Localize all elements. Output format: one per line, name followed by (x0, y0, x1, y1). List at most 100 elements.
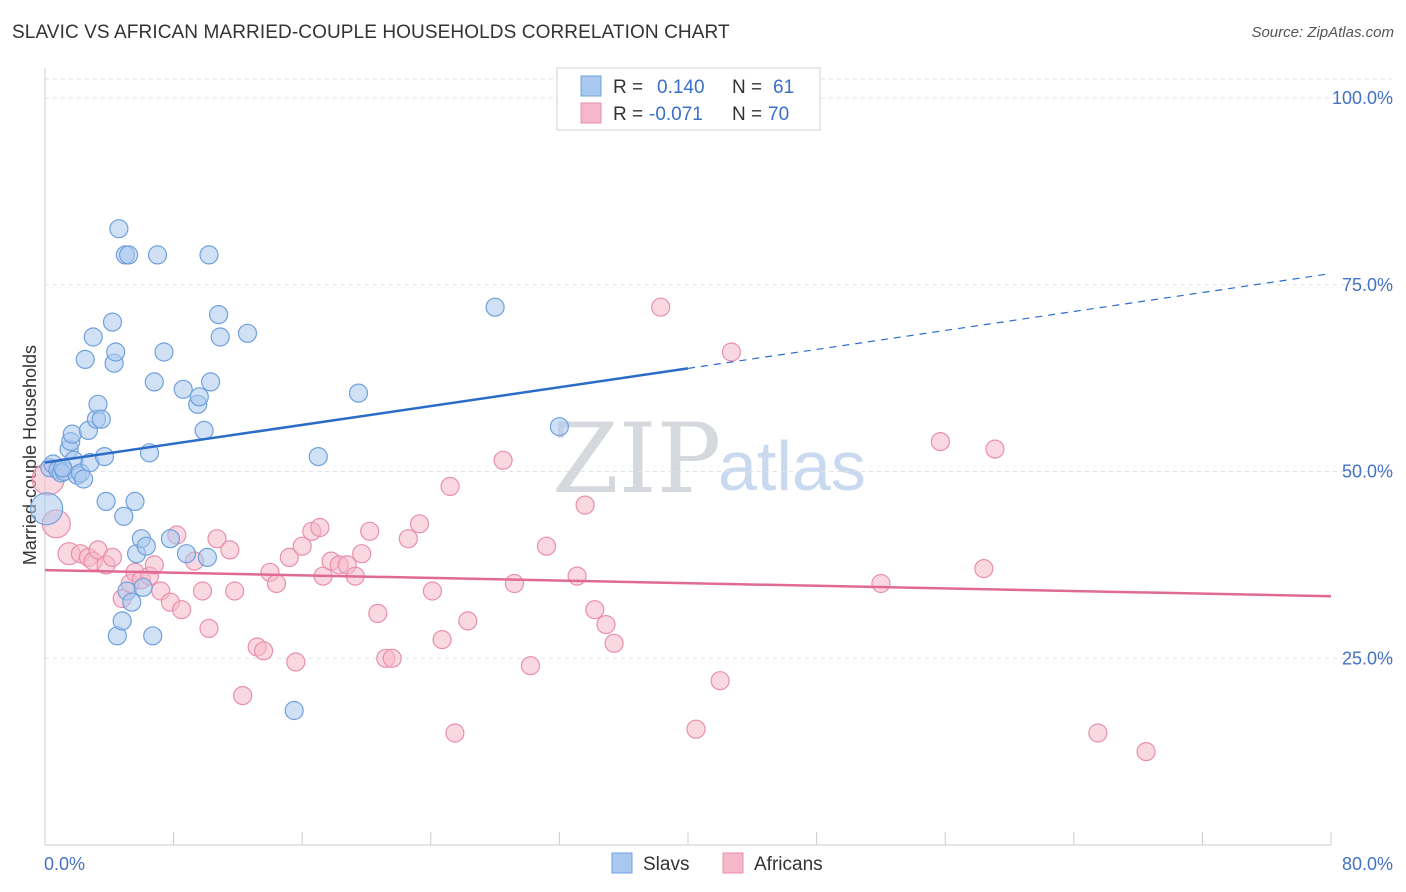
slavs-point (176, 544, 197, 564)
africans-point (102, 547, 123, 568)
legend-africans-n-label: N = (732, 104, 762, 125)
legend-africans-n-value: 70 (768, 104, 789, 125)
slavs-point (96, 491, 116, 511)
legend-africans-swatch (580, 102, 602, 124)
africans-point (871, 573, 891, 594)
slavs-point (94, 447, 115, 467)
africans-point (286, 652, 306, 672)
slavs-point (154, 342, 174, 362)
africans-point (422, 581, 442, 601)
africans-point (721, 342, 742, 362)
africans-point (233, 685, 253, 706)
africans-point (651, 297, 671, 317)
africans-point (458, 611, 478, 631)
y-tick-label: 25.0% (1342, 648, 1393, 668)
africans-point (254, 641, 274, 661)
slavs-point (91, 409, 111, 429)
x-ticks (44, 832, 1332, 845)
africans-point (504, 573, 525, 594)
africans-point (585, 600, 605, 620)
legend-slavs-r-label: R = (613, 77, 643, 98)
legend-africans-r-label: R = (613, 104, 643, 125)
bottom-legend: Slavs Africans (611, 852, 823, 875)
africans-point (368, 603, 388, 624)
slavs-point (125, 491, 145, 511)
slavs-point (147, 245, 168, 265)
africans-point (225, 581, 245, 601)
slavs-point (194, 420, 214, 440)
slavs-point (210, 327, 230, 347)
y-tick-label: 75.0% (1342, 275, 1393, 295)
africans-point (360, 521, 380, 541)
slavs-point (348, 383, 369, 403)
slavs-point (201, 372, 221, 392)
slavs-point (485, 297, 505, 317)
slavs-point (102, 312, 123, 332)
legend-slavs-n-label: N = (732, 77, 762, 98)
africans-point (493, 450, 513, 470)
slavs-point (119, 245, 139, 265)
slavs-point (549, 417, 570, 437)
slavs-series (29, 219, 570, 721)
y-axis-title: Married-couple Households (20, 345, 40, 565)
slavs-point (160, 529, 180, 549)
africans-point (172, 600, 192, 620)
africans-point (440, 476, 460, 496)
africans-point (432, 629, 452, 650)
slavs-point (83, 327, 103, 347)
bottom-legend-africans-swatch (722, 852, 744, 874)
africans-point (398, 529, 418, 549)
africans-point (1088, 723, 1108, 743)
africans-point (144, 555, 164, 575)
africans-point (292, 536, 312, 556)
africans-point (536, 536, 557, 556)
africans-point (192, 581, 213, 601)
slavs-point (112, 611, 132, 631)
slavs-point (122, 592, 142, 612)
slavs-point (284, 700, 304, 721)
trend-lines (44, 272, 1332, 598)
slavs-point (29, 492, 64, 526)
watermark-atlas: atlas (718, 427, 866, 505)
africans-point (596, 614, 616, 635)
slavs-point (143, 626, 163, 646)
slavs-point (133, 577, 153, 597)
africans-point (445, 723, 465, 743)
africans-point (974, 558, 994, 579)
africans-point (352, 544, 372, 564)
africans-point (279, 547, 299, 568)
slavs-point (209, 305, 229, 325)
x-tick-label-min: 0.0% (44, 854, 85, 874)
y-tick-labels: 25.0% 50.0% 75.0% 100.0% (1332, 88, 1393, 668)
africans-point (985, 439, 1005, 459)
slavs-point (75, 349, 95, 369)
africans-point (220, 540, 240, 560)
africans-point (604, 633, 624, 653)
africans-point (567, 566, 587, 586)
watermark-zip: ZIP (552, 403, 721, 515)
africans-point (1136, 741, 1156, 762)
bottom-legend-africans-label: Africans (754, 854, 823, 875)
slavs-point (197, 547, 217, 568)
africans-point (382, 648, 402, 668)
slavs-point (73, 469, 94, 489)
gridlines (45, 78, 1392, 659)
top-legend: R = 0.140 N = 61 R = -0.071 N = 70 (556, 67, 821, 131)
watermark: ZIP atlas (552, 403, 866, 515)
africans-point (930, 432, 951, 452)
chart-title: SLAVIC VS AFRICAN MARRIED-COUPLE HOUSEHO… (12, 22, 730, 43)
africans-point (266, 573, 287, 594)
slavs-point (106, 342, 126, 362)
slavs-point (136, 536, 156, 556)
slavs-trend-line (44, 367, 689, 464)
legend-africans-r-value: -0.071 (649, 104, 703, 125)
africans-point (199, 618, 219, 639)
legend-slavs-swatch (580, 75, 602, 97)
slavs-point (237, 323, 258, 343)
africans-point (575, 495, 595, 515)
slavs-point (308, 447, 328, 467)
x-tick-label-max: 80.0% (1342, 854, 1393, 874)
slavs-point (189, 387, 209, 407)
slavs-point (173, 379, 193, 399)
